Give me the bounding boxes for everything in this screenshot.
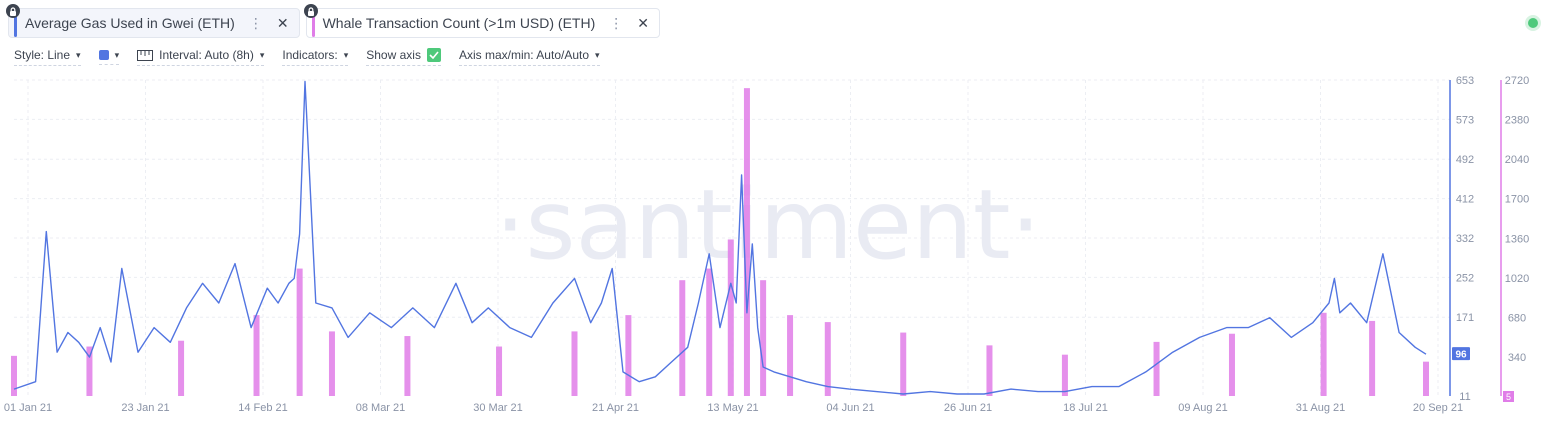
ruler-icon: [137, 49, 154, 61]
whale-bar: [1369, 320, 1376, 396]
whale-bar: [296, 268, 303, 396]
whale-bar: [900, 332, 907, 396]
y-tick-label-left: 171: [1456, 312, 1474, 324]
chart-axes: 01 Jan 21 23 Jan 21 14 Feb 21 08 Mar 21 30 M…: [4, 75, 1529, 414]
whale-bar: [178, 340, 185, 396]
y-tick-label-right: 2720: [1505, 75, 1529, 87]
gas-series-line: [13, 80, 1427, 395]
whale-bar: [986, 345, 993, 396]
y-tick-label-left: 492: [1456, 154, 1474, 166]
metric-tab-gas[interactable]: Average Gas Used in Gwei (ETH) ⋮ ✕: [6, 4, 300, 38]
x-tick-label: 09 Aug 21: [1178, 402, 1228, 414]
x-tick-label: 21 Apr 21: [592, 402, 639, 414]
y-tick-label-left: 332: [1456, 233, 1474, 245]
x-tick-label: 20 Sep 21: [1413, 402, 1463, 414]
whale-bar: [743, 88, 750, 396]
interval-dropdown[interactable]: Interval: Auto (8h) ▾: [137, 48, 265, 66]
chevron-down-icon: ▾: [343, 49, 349, 60]
current-value-label-left: 96: [1455, 350, 1467, 361]
y-tick-label-right: 2380: [1505, 115, 1529, 127]
x-tick-label: 13 May 21: [707, 402, 758, 414]
axis-range-label: Axis max/min: Auto/Auto: [458, 48, 590, 62]
y-tick-label-right: 1360: [1505, 233, 1529, 245]
whale-bar: [571, 331, 578, 396]
show-axis-label: Show axis: [366, 48, 421, 62]
metric-color-accent: [311, 14, 315, 37]
whale-bar: [253, 315, 260, 396]
whale-bar: [1153, 341, 1160, 396]
whale-bars: [11, 88, 1429, 396]
interval-label: Interval: Auto (8h): [159, 48, 254, 62]
metric-tab-label: Whale Transaction Count (>1m USD) (ETH): [322, 15, 596, 31]
y-tick-label-left: 412: [1456, 194, 1474, 206]
close-icon[interactable]: ✕: [276, 14, 289, 31]
color-swatch-icon: [98, 50, 109, 60]
x-tick-label: 14 Feb 21: [238, 402, 288, 414]
whale-bar: [1320, 312, 1327, 396]
style-label: Style: Line: [14, 48, 71, 62]
y-tick-label-right: 1020: [1505, 273, 1529, 285]
more-options-icon[interactable]: ⋮: [248, 14, 263, 31]
metric-tab-whale[interactable]: Whale Transaction Count (>1m USD) (ETH) …: [303, 4, 660, 38]
x-tick-label: 18 Jul 21: [1063, 402, 1108, 414]
whale-bar: [824, 322, 831, 396]
indicators-label: Indicators:: [282, 48, 338, 62]
y-tick-label-right: 340: [1508, 352, 1526, 364]
whale-bar: [1228, 333, 1235, 396]
whale-bar: [11, 355, 17, 396]
close-icon[interactable]: ✕: [637, 14, 649, 31]
y-tick-label-left: 11: [1459, 391, 1470, 403]
lock-icon: [6, 4, 20, 18]
y-tick-label-left: 653: [1456, 75, 1474, 87]
y-tick-label-right: 680: [1508, 312, 1526, 324]
current-value-badge-left: [1452, 347, 1470, 361]
checkbox-checked-icon[interactable]: [426, 48, 441, 62]
x-tick-label: 31 Aug 21: [1296, 402, 1346, 414]
whale-bar: [679, 280, 686, 396]
whale-bar: [496, 346, 503, 396]
whale-bar: [625, 315, 632, 396]
x-tick-label: 30 Mar 21: [473, 402, 523, 414]
whale-bar: [404, 336, 411, 396]
whale-bar: [86, 346, 93, 396]
x-tick-label: 08 Mar 21: [356, 402, 406, 414]
chart-grid: [14, 79, 1450, 396]
gas-line: [13, 80, 1427, 395]
y-tick-label-left: 573: [1456, 114, 1474, 126]
current-value-badge-right: [1503, 391, 1514, 402]
y-tick-label-right: 2040: [1505, 154, 1529, 166]
color-picker[interactable]: ▾: [98, 49, 120, 65]
whale-bar: [727, 239, 734, 396]
whale-bar: [1423, 361, 1429, 396]
chevron-down-icon: ▾: [114, 49, 120, 60]
whale-bar: [787, 315, 794, 396]
style-dropdown[interactable]: Style: Line ▾: [14, 48, 81, 66]
x-tick-label: 04 Jun 21: [826, 402, 874, 414]
more-options-icon[interactable]: ⋮: [609, 14, 624, 31]
x-tick-label: 01 Jan 21: [4, 402, 52, 414]
metric-tab-label: Average Gas Used in Gwei (ETH): [25, 15, 235, 31]
x-tick-label: 26 Jun 21: [944, 402, 992, 414]
chart-toolbar: Style: Line ▾ ▾ Interval: Auto (8h) ▾ In…: [14, 48, 618, 66]
whale-bar: [706, 268, 713, 396]
whale-bar: [1061, 354, 1068, 396]
whale-bar: [760, 280, 767, 396]
chevron-down-icon: ▾: [259, 49, 265, 60]
chevron-down-icon: ▾: [76, 49, 81, 60]
y-tick-label-left: 252: [1456, 272, 1474, 284]
watermark-text: ·santiment·: [495, 169, 1041, 281]
show-axis-toggle[interactable]: Show axis: [366, 48, 441, 66]
whale-bar: [328, 331, 335, 396]
lock-icon: [303, 4, 318, 18]
chevron-down-icon: ▾: [595, 49, 600, 60]
current-value-label-right: 5: [1506, 392, 1511, 402]
metric-color-accent: [14, 14, 17, 37]
y-tick-label-right: 1700: [1505, 194, 1529, 206]
x-tick-label: 23 Jan 21: [121, 402, 169, 414]
axis-range-dropdown[interactable]: Axis max/min: Auto/Auto ▾: [458, 48, 600, 66]
connection-status-icon: [1528, 18, 1538, 28]
metric-tabs: Average Gas Used in Gwei (ETH) ⋮ ✕ Whale…: [6, 4, 660, 38]
indicators-dropdown[interactable]: Indicators: ▾: [282, 48, 349, 66]
